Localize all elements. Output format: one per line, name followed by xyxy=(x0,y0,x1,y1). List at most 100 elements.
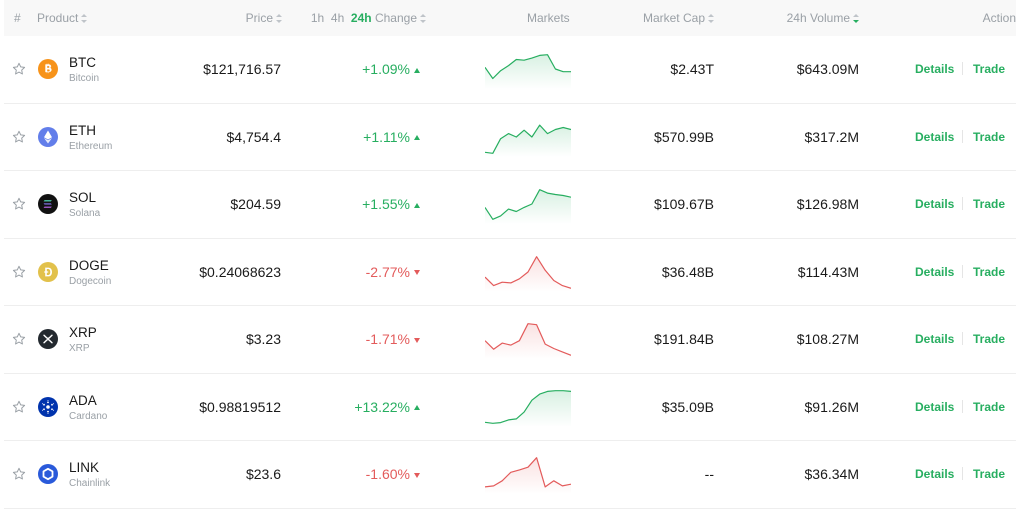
triangle-up-icon xyxy=(414,67,420,73)
coin-name: Cardano xyxy=(69,410,108,422)
star-icon[interactable] xyxy=(12,197,26,211)
product-column-header[interactable]: Product xyxy=(37,11,88,25)
coin-symbol[interactable]: SOL xyxy=(69,190,97,205)
triangle-up-icon xyxy=(414,405,420,411)
coin-name: Solana xyxy=(69,208,101,219)
coin-symbol[interactable]: ADA xyxy=(69,392,97,408)
trade-link[interactable]: Trade xyxy=(973,399,1006,414)
trade-link[interactable]: Trade xyxy=(973,129,1006,144)
sort-icon xyxy=(708,14,714,24)
details-link[interactable]: Details xyxy=(915,399,955,414)
coin-volume: $91.26M xyxy=(804,398,859,415)
sort-icon xyxy=(81,14,88,24)
details-link[interactable]: Details xyxy=(915,62,955,76)
heart-down-icon xyxy=(414,472,420,478)
sparkline-chart xyxy=(484,117,572,157)
coin-price: $121,716.57 xyxy=(203,61,281,77)
table-row[interactable]: LINK Chainlink $23.6 -1.60% -- $36.34M Details… xyxy=(4,441,1016,509)
ethereum-icon xyxy=(38,126,58,147)
action-divider xyxy=(962,62,963,75)
trade-link[interactable]: Trade xyxy=(973,264,1006,279)
coin-change: -1.60% xyxy=(366,466,420,482)
coin-volume: $126.98M xyxy=(796,196,859,212)
cardano-icon xyxy=(38,396,58,417)
market-table: # Product Price 1h 4h 24h Change Markets… xyxy=(4,0,1016,509)
star-icon[interactable] xyxy=(12,332,26,346)
sort-icon xyxy=(276,14,282,24)
action-divider xyxy=(962,264,963,278)
coin-volume: $317.2M xyxy=(804,128,859,145)
coin-market-cap: $2.43T xyxy=(670,61,714,77)
triangle-up-icon xyxy=(414,135,420,141)
xrp-icon xyxy=(38,329,58,349)
star-icon[interactable] xyxy=(12,62,26,76)
details-link[interactable]: Details xyxy=(915,197,955,211)
coin-symbol[interactable]: LINK xyxy=(69,460,100,475)
coin-price: $0.98819512 xyxy=(199,398,281,415)
action-divider xyxy=(962,332,963,345)
coin-change: +13.22% xyxy=(354,399,420,415)
coin-symbol[interactable]: ETH xyxy=(69,122,96,138)
coin-symbol[interactable]: BTC xyxy=(69,55,96,70)
heart-down-icon xyxy=(414,270,420,276)
trade-link[interactable]: Trade xyxy=(973,332,1006,346)
bitcoin-icon xyxy=(38,59,58,79)
coin-market-cap: $570.99B xyxy=(654,128,714,145)
timeframe-24h[interactable]: 24h xyxy=(350,11,372,25)
trade-link[interactable]: Trade xyxy=(973,467,1006,481)
table-row[interactable]: ADA Cardano $0.98819512 +13.22% $35.09B $91.2… xyxy=(4,374,1016,441)
coin-change: -1.71% xyxy=(366,331,420,347)
sparkline-chart xyxy=(484,387,572,427)
change-column-header: 1h 4h 24h Change xyxy=(311,11,426,25)
star-icon[interactable] xyxy=(12,265,26,279)
coin-change: +1.55% xyxy=(362,196,420,212)
chainlink-icon xyxy=(38,464,58,484)
sparkline-chart xyxy=(484,49,571,89)
coin-name: Bitcoin xyxy=(69,73,100,84)
coin-name: Chainlink xyxy=(69,478,111,489)
coin-change: +1.09% xyxy=(362,61,420,77)
coin-name: XRP xyxy=(69,343,90,354)
action-divider xyxy=(962,467,963,480)
star-icon[interactable] xyxy=(12,130,26,144)
table-header: # Product Price 1h 4h 24h Change Markets… xyxy=(4,0,1016,36)
coin-symbol[interactable]: XRP xyxy=(69,325,97,340)
details-link[interactable]: Details xyxy=(915,129,955,144)
action-divider xyxy=(962,129,963,143)
star-icon[interactable] xyxy=(12,400,26,414)
details-link[interactable]: Details xyxy=(915,467,955,481)
star-icon[interactable] xyxy=(12,467,26,481)
coin-market-cap: $36.48B xyxy=(661,263,714,280)
trade-link[interactable]: Trade xyxy=(973,62,1006,76)
coin-change: +1.11% xyxy=(363,129,420,145)
coin-name: Ethereum xyxy=(69,140,113,152)
sparkline-chart xyxy=(484,454,572,494)
volume-column-header[interactable]: 24h Volume xyxy=(787,11,859,25)
coin-price: $3.23 xyxy=(245,331,281,347)
table-row[interactable]: ETH Ethereum $4,754.4 +1.11% $570.99B $317.2M… xyxy=(4,104,1016,171)
coin-price: $0.24068623 xyxy=(199,263,281,280)
dogecoin-icon xyxy=(38,261,58,282)
trade-link[interactable]: Trade xyxy=(973,197,1006,211)
price-column-header[interactable]: Price xyxy=(246,11,282,25)
triangle-up-icon xyxy=(414,202,420,208)
timeframe-4h[interactable]: 4h xyxy=(330,11,345,25)
coin-market-cap: $191.84B xyxy=(654,331,714,347)
coin-change: -2.77% xyxy=(366,264,420,280)
table-row[interactable]: BTC Bitcoin $121,716.57 +1.09% $2.43T $643.09… xyxy=(4,36,1016,104)
sort-desc-icon xyxy=(853,14,859,24)
table-row[interactable]: DOGE Dogecoin $0.24068623 -2.77% $36.48B $114… xyxy=(4,239,1016,306)
market-cap-column-header[interactable]: Market Cap xyxy=(643,11,714,25)
solana-icon xyxy=(38,194,58,214)
timeframe-1h[interactable]: 1h xyxy=(310,11,325,25)
change-label[interactable]: Change xyxy=(374,11,417,25)
coin-symbol[interactable]: DOGE xyxy=(69,257,109,273)
rank-column-header: # xyxy=(14,11,21,25)
coin-market-cap: $35.09B xyxy=(661,398,714,415)
table-row[interactable]: XRP XRP $3.23 -1.71% $191.84B $108.27M Details… xyxy=(4,306,1016,374)
sort-icon[interactable] xyxy=(420,14,426,24)
details-link[interactable]: Details xyxy=(915,264,955,279)
details-link[interactable]: Details xyxy=(915,332,955,346)
table-row[interactable]: SOL Solana $204.59 +1.55% $109.67B $126.98M De… xyxy=(4,171,1016,239)
coin-price: $23.6 xyxy=(245,466,281,482)
